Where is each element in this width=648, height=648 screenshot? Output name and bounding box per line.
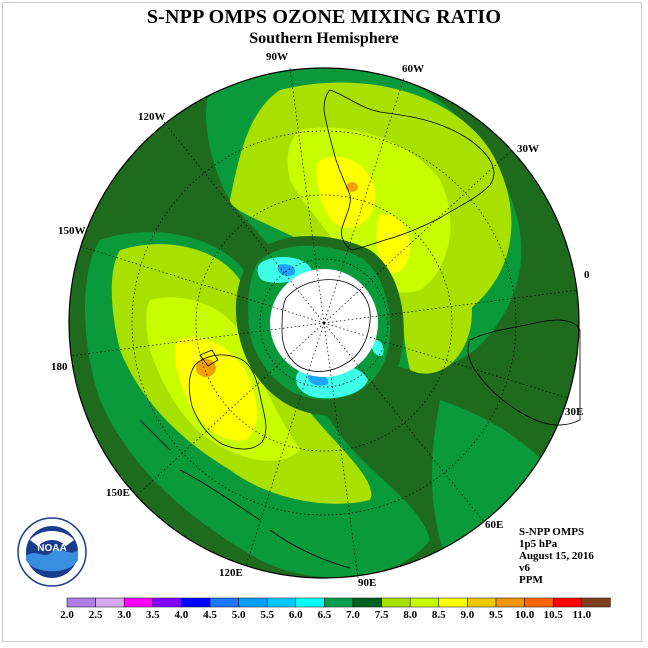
graticule (69, 67, 579, 579)
lon-label-30w: 30W (517, 143, 539, 155)
colorbar-swatch (552, 597, 583, 608)
colorbar-swatch (266, 597, 297, 608)
map-subtitle: Southern Hemisphere (249, 30, 399, 47)
colorbar-swatch (209, 597, 239, 608)
colorbar-swatch (123, 597, 154, 608)
field-yellow-west (174, 337, 258, 441)
colorbar-swatch (495, 597, 525, 608)
ozone-field (69, 68, 579, 578)
colorbar-swatch (409, 597, 440, 608)
south-pole (322, 321, 326, 325)
map-title: S-NPP OMPS OZONE MIXING RATIO (146, 6, 502, 28)
info-date: August 15, 2016 (519, 550, 594, 562)
lon-label-90w: 90W (266, 51, 288, 63)
colorbar-label: 6.5 (318, 609, 332, 621)
colorbar-label: 11.0 (572, 609, 591, 621)
colorbar-swatch (438, 597, 468, 608)
colorbar-label: 9.0 (461, 609, 475, 621)
colorbar-swatch (238, 597, 268, 608)
lon-label-150w: 150W (58, 225, 86, 237)
colorbar-label: 2.0 (60, 609, 74, 621)
colorbar-swatch (467, 597, 497, 608)
colorbar-label: 5.0 (232, 609, 246, 621)
lon-label-30e: 30E (565, 406, 583, 418)
field-orange-west (196, 359, 216, 377)
colorbar-swatch (381, 597, 411, 608)
colorbar: 2.0 2.5 3.0 3.5 4.0 4.5 5.0 5.5 6.0 6.5 7.0 7.5 8.0 8… (60, 597, 611, 621)
coastlines (139, 89, 581, 569)
colorbar-label: 5.5 (260, 609, 274, 621)
lon-label-0: 0 (584, 269, 590, 281)
coast-antarctica (281, 279, 371, 372)
field-yellow-north (316, 156, 376, 229)
colorbar-swatch (66, 597, 96, 608)
colorbar-label: 7.0 (346, 609, 360, 621)
colorbar-swatch (352, 597, 382, 608)
map-boundary (68, 67, 580, 579)
coast-new-zealand (199, 349, 219, 367)
field-yellow-east (376, 214, 410, 274)
colorbar-label: 4.5 (203, 609, 217, 621)
info-version: v6 (519, 562, 530, 574)
lon-label-120e: 120E (219, 567, 243, 579)
colorbar-label: 9.5 (489, 609, 503, 621)
lon-label-150e: 150E (106, 487, 130, 499)
colorbar-swatch (295, 597, 325, 608)
coast-australia (188, 354, 267, 450)
coast-islands-se (139, 419, 351, 569)
info-level: 1p5 hPa (519, 538, 558, 550)
longitude-labels: 90W 60W 30W 0 30E 60E 90E 120E 150E 180 … (51, 51, 590, 589)
colorbar-swatch (524, 597, 554, 608)
lon-label-60e: 60E (485, 519, 503, 531)
lon-label-90e: 90E (358, 577, 376, 589)
field-blue-lower (308, 374, 329, 386)
lon-label-60w: 60W (402, 63, 424, 75)
colorbar-label: 10.0 (515, 609, 535, 621)
field-cyan-right (371, 339, 384, 356)
colorbar-label: 4.0 (175, 609, 189, 621)
coast-south-america (323, 89, 495, 251)
colorbar-label: 3.5 (146, 609, 160, 621)
colorbar-label: 7.5 (375, 609, 389, 621)
colorbar-swatch (581, 597, 611, 608)
info-instrument: S-NPP OMPS (519, 526, 585, 538)
noaa-logo-text: NOAA (37, 543, 66, 554)
colorbar-label: 6.0 (289, 609, 303, 621)
lon-label-120w: 120W (138, 111, 166, 123)
colorbar-swatch (181, 597, 211, 608)
lon-label-180: 180 (51, 361, 68, 373)
noaa-logo: NOAA (17, 517, 87, 587)
colorbar-label: 8.5 (432, 609, 446, 621)
coast-africa (467, 319, 581, 426)
info-units: PPM (519, 574, 543, 586)
colorbar-label: 8.0 (403, 609, 417, 621)
colorbar-swatch (95, 597, 125, 608)
map-frame (2, 2, 642, 642)
colorbar-label: 2.5 (89, 609, 103, 621)
colorbar-swatch (152, 597, 182, 608)
colorbar-swatch (324, 597, 354, 608)
field-orange-north (346, 182, 358, 192)
colorbar-label: 3.0 (117, 609, 131, 621)
colorbar-label: 10.5 (544, 609, 564, 621)
field-blue-upper (277, 264, 296, 276)
